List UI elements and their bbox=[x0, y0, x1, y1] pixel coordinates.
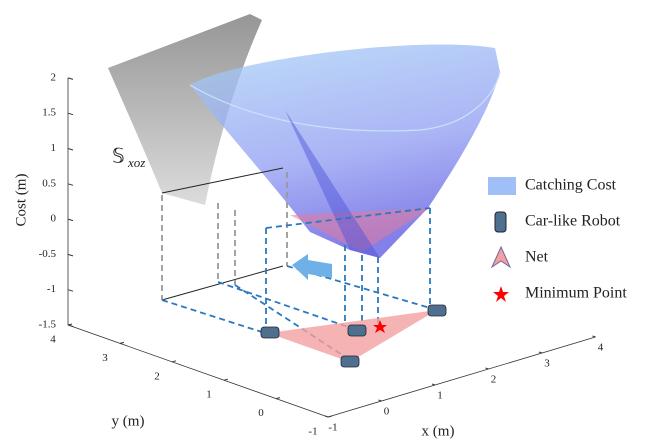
y-tick bbox=[224, 379, 228, 380]
z-tick-label: -1.5 bbox=[39, 319, 57, 331]
chart: 𝕊 xoz Cost (m) y (m) x (m) Catching Cost… bbox=[0, 0, 667, 447]
x-tick bbox=[379, 400, 382, 401]
z-tick-label: 1 bbox=[51, 142, 57, 154]
y-tick bbox=[120, 342, 124, 343]
z-tick-label: 2 bbox=[51, 71, 57, 83]
z-tick-label: -0.5 bbox=[39, 248, 57, 260]
y-tick-label: 4 bbox=[50, 334, 56, 346]
z-axis-label: Cost (m) bbox=[13, 174, 29, 227]
x-tick bbox=[325, 416, 328, 417]
legend-label: Net bbox=[525, 249, 549, 266]
y-tick-label: -1 bbox=[308, 426, 317, 438]
z-tick-label: 0.5 bbox=[42, 177, 56, 189]
y-tick-label: 3 bbox=[102, 352, 108, 364]
x-tick-label: 1 bbox=[437, 390, 443, 402]
legend: Catching Cost Car-like Robot Net Minimum Po… bbox=[488, 177, 627, 302]
x-tick bbox=[486, 368, 489, 369]
z-tick bbox=[68, 78, 73, 80]
x-axis-label: x (m) bbox=[422, 423, 455, 439]
z-tick bbox=[68, 149, 73, 151]
y-tick bbox=[276, 398, 280, 399]
z-tick bbox=[68, 184, 73, 186]
legend-label: Minimum Point bbox=[525, 285, 627, 302]
y-tick bbox=[172, 361, 176, 362]
legend-robot bbox=[495, 212, 506, 232]
x-tick-label: -1 bbox=[328, 422, 337, 434]
annotation: 𝕊 bbox=[112, 146, 125, 168]
z-tick-label: -1 bbox=[47, 283, 56, 295]
legend-label: Catching Cost bbox=[525, 177, 617, 194]
legend-label: Car-like Robot bbox=[525, 213, 621, 230]
y-tick bbox=[68, 324, 72, 325]
y-tick-label: 2 bbox=[154, 370, 160, 382]
y-tick bbox=[328, 416, 332, 417]
legend-star bbox=[493, 286, 509, 302]
y-axis-label: y (m) bbox=[112, 413, 145, 429]
y-tick-label: 1 bbox=[206, 389, 212, 401]
z-tick bbox=[68, 113, 73, 115]
legend-patch bbox=[488, 177, 516, 195]
x-tick bbox=[593, 336, 596, 337]
legend-net bbox=[492, 247, 510, 267]
z-tick bbox=[68, 254, 73, 256]
x-tick-label: 0 bbox=[384, 406, 390, 418]
x-tick bbox=[539, 352, 542, 353]
x-tick-label: 2 bbox=[491, 374, 497, 386]
z-tick-label: 1.5 bbox=[42, 107, 56, 119]
x-tick bbox=[432, 384, 435, 385]
z-tick bbox=[68, 290, 73, 292]
y-tick-label: 0 bbox=[258, 407, 264, 419]
z-tick bbox=[68, 219, 73, 221]
move-arrow bbox=[292, 254, 332, 280]
x-tick-label: 3 bbox=[544, 358, 550, 370]
x-tick-label: 4 bbox=[598, 342, 604, 354]
z-tick-label: 0 bbox=[51, 213, 57, 225]
annotation-subscript: xoz bbox=[127, 155, 145, 170]
